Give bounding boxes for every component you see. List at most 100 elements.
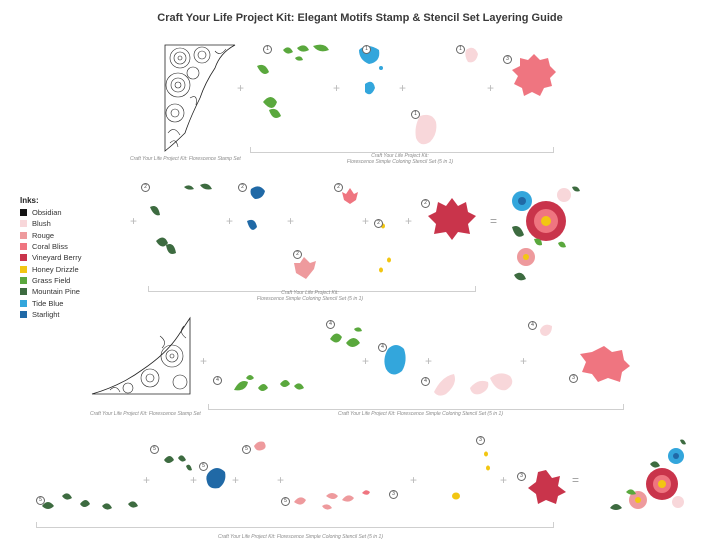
- stencil-bracket: [36, 522, 554, 528]
- legend-label: Vineyard Berry: [32, 253, 82, 263]
- step-number: 4: [326, 320, 335, 329]
- plus-sign: +: [226, 214, 234, 228]
- caption-stencil-set: Craft Your Life Project Kit: Florescence…: [218, 534, 383, 540]
- color-swatch: [20, 265, 27, 273]
- rouge-petals-4: [254, 441, 266, 451]
- color-swatch: [20, 299, 27, 307]
- legend-label: Rouge: [32, 230, 55, 240]
- plus-sign: +: [425, 354, 433, 368]
- step-number: 2: [293, 250, 302, 259]
- step-number: 4: [213, 376, 222, 385]
- step-number: 5: [199, 462, 208, 471]
- legend-title: Inks:: [20, 196, 39, 205]
- step-number: 2: [238, 183, 247, 192]
- caption-line: Florescence Simple Coloring Stencil Set …: [346, 159, 454, 165]
- blush-petals-2: [415, 114, 437, 145]
- step-number: 5: [36, 496, 45, 505]
- legend-item: Obsidian: [20, 207, 81, 218]
- step-number: 4: [378, 343, 387, 352]
- plus-sign: +: [410, 473, 418, 487]
- mountain-pine-leaves-2: [150, 183, 212, 254]
- stencil-bracket: [250, 147, 554, 153]
- legend-label: Starlight: [32, 309, 60, 319]
- color-swatch: [20, 220, 27, 228]
- legend-item: Starlight: [20, 309, 81, 320]
- plus-sign: +: [487, 81, 495, 95]
- color-swatch: [20, 288, 27, 296]
- caption-stencil-set: Craft Your Life Project Kit: Florescence…: [230, 290, 390, 302]
- mountain-pine-leaves-4: [42, 493, 138, 510]
- plus-sign: +: [500, 473, 508, 487]
- step-number: 4: [528, 321, 537, 330]
- caption-line: Florescence Simple Coloring Stencil Set …: [256, 296, 364, 302]
- stencil-bracket: [208, 404, 624, 410]
- plus-sign: +: [232, 473, 240, 487]
- plus-sign: +: [190, 473, 198, 487]
- blush-petals-3: [434, 373, 513, 396]
- vineyard-berry-bloom-2: [428, 198, 476, 240]
- step-number: 2: [141, 183, 150, 192]
- plus-sign: +: [143, 473, 151, 487]
- blush-petals-1: [465, 47, 478, 63]
- color-swatch: [20, 310, 27, 318]
- legend-item: Blush: [20, 218, 81, 229]
- step-number: 3: [517, 472, 526, 481]
- coral-bliss-petals-2: [342, 188, 358, 204]
- plus-sign: +: [362, 354, 370, 368]
- stamp-line-art-corner-1: [164, 44, 236, 152]
- tide-blue-petals-1: [359, 46, 383, 95]
- step-number: 1: [362, 45, 371, 54]
- rouge-petals-4b: [294, 493, 354, 510]
- grass-field-leaves-3: [234, 375, 304, 391]
- step-number: 2: [374, 219, 383, 228]
- color-swatch: [20, 209, 27, 217]
- tide-blue-petals-3: [384, 345, 406, 375]
- blush-petals-3b: [540, 324, 552, 336]
- step-number: 3: [569, 374, 578, 383]
- step-number: 1: [263, 45, 272, 54]
- color-swatch: [20, 231, 27, 239]
- grass-field-leaves-3b: [330, 327, 362, 347]
- step-number: 3: [503, 55, 512, 64]
- caption-stencil-set: Craft Your Life Project Kit: Florescence…: [338, 411, 503, 417]
- legend-item: Honey Drizzle: [20, 263, 81, 274]
- equals-sign: =: [490, 214, 498, 228]
- rouge-petals-2: [294, 257, 316, 279]
- caption-stamp-set: Craft Your Life Project Kit: Florescence…: [130, 156, 241, 162]
- caption-stencil-set: Craft Your Life Project Kit: Florescence…: [320, 153, 480, 165]
- plus-sign: +: [277, 473, 285, 487]
- page-title: Craft Your Life Project Kit: Elegant Mot…: [157, 12, 563, 24]
- caption-line: Craft Your Life Project Kit:: [371, 153, 429, 159]
- legend-label: Mountain Pine: [32, 287, 80, 297]
- step-number: 3: [476, 436, 485, 445]
- mountain-pine-leaves-4b: [164, 455, 192, 471]
- coral-bliss-bloom-1: [512, 54, 556, 96]
- legend-item: Coral Bliss: [20, 241, 81, 252]
- legend-label: Blush: [32, 219, 51, 229]
- plus-sign: +: [237, 81, 245, 95]
- caption-line: Craft Your Life Project Kit:: [281, 290, 339, 296]
- plus-sign: +: [287, 214, 295, 228]
- legend-label: Tide Blue: [32, 298, 64, 308]
- step-number: 2: [421, 199, 430, 208]
- plus-sign: +: [405, 214, 413, 228]
- plus-sign: +: [333, 81, 341, 95]
- legend-label: Obsidian: [32, 208, 62, 218]
- vineyard-berry-bloom-4: [528, 470, 566, 504]
- ink-legend: Inks: Obsidian Blush Rouge Coral Bliss Viney…: [20, 196, 81, 320]
- equals-sign: =: [572, 473, 580, 487]
- step-number: 1: [411, 110, 420, 119]
- step-number: 1: [456, 45, 465, 54]
- step-number: 2: [334, 183, 343, 192]
- stamp-line-art-corner-3: [91, 316, 191, 395]
- plus-sign: +: [399, 81, 407, 95]
- step-number: 5: [281, 497, 290, 506]
- plus-sign: +: [130, 214, 138, 228]
- legend-item: Mountain Pine: [20, 286, 81, 297]
- legend-item: Grass Field: [20, 275, 81, 286]
- honey-drizzle-dots-4: [452, 451, 490, 500]
- stencil-bracket: [148, 286, 476, 292]
- grass-field-leaves-1: [257, 44, 329, 118]
- color-swatch: [20, 254, 27, 262]
- honey-drizzle-dots-2: [379, 223, 391, 273]
